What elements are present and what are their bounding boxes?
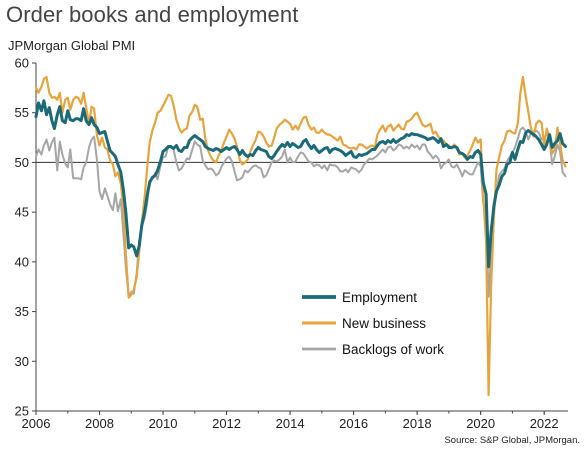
x-tick-label: 2018 [403,416,432,431]
legend-label-backlogs-of-work: Backlogs of work [342,342,444,357]
y-tick-label: 55 [15,105,29,120]
y-tick-label: 45 [15,205,29,220]
y-tick-label: 60 [15,56,29,71]
x-tick-label: 2020 [466,416,495,431]
x-tick-label: 2022 [530,416,559,431]
series-line-employment [34,99,567,269]
legend-label-employment: Employment [342,290,417,305]
x-tick-label: 2010 [149,416,178,431]
series-line-backlogs-of-work [35,126,567,298]
chart-axes: 25 30 35 40 45 50 55 60 2006 2008 2010 2012 2014 2016… [15,56,568,431]
y-tick-label: 30 [15,354,29,369]
x-tick-label: 2016 [339,416,368,431]
legend-label-new-business: New business [342,316,426,331]
y-tick-label: 50 [15,155,29,170]
x-tick-label: 2006 [22,416,51,431]
y-tick-label: 35 [15,304,29,319]
chart-series [34,75,567,397]
y-axis-label: JPMorgan Global PMI [8,38,136,53]
x-tick-label: 2008 [85,416,114,431]
x-tick-label: 2012 [212,416,241,431]
chart-legend: Employment New business Backlogs of work [302,290,444,357]
source-note: Source: S&P Global, JPMorgan. [444,435,580,446]
y-tick-label: 25 [15,404,29,419]
y-tick-label: 40 [15,254,29,269]
chart-title: Order books and employment [6,2,299,27]
series-line-new-business [34,75,567,397]
x-tick-label: 2014 [276,416,305,431]
